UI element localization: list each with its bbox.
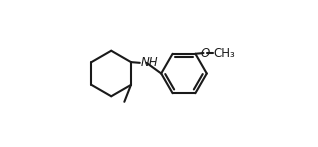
Text: NH: NH [141,56,159,69]
Text: O: O [200,47,210,60]
Text: CH₃: CH₃ [214,47,236,60]
